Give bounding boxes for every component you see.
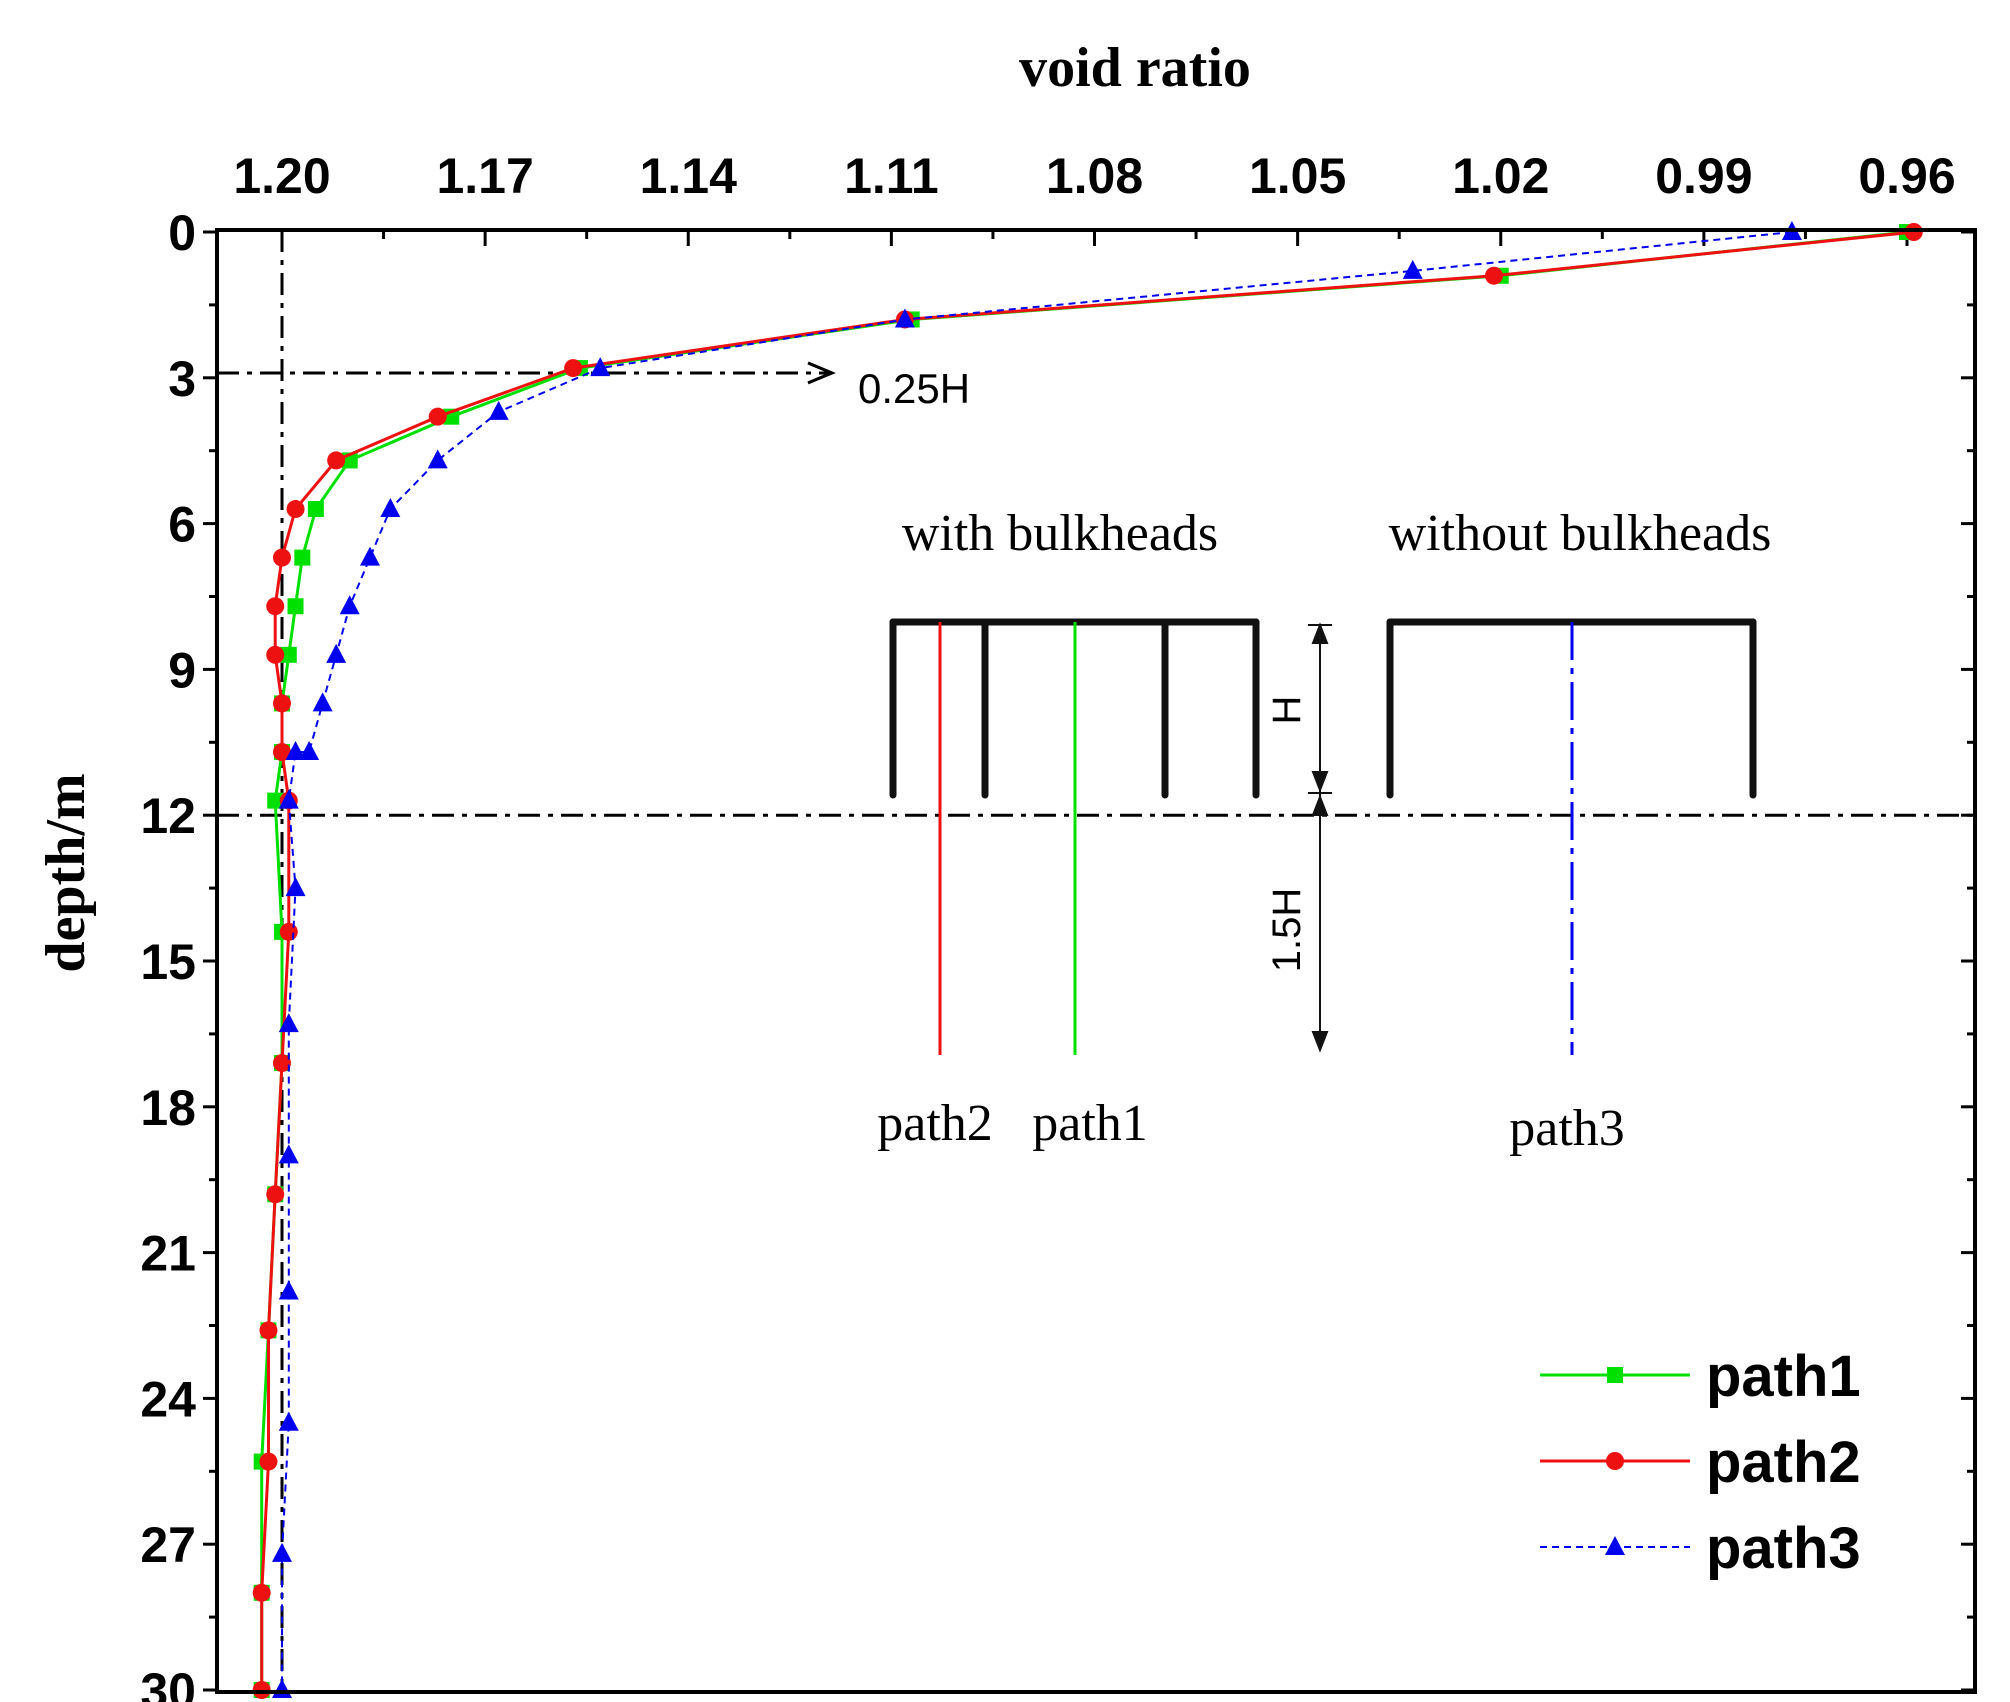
y-tick-label: 27 bbox=[140, 1517, 196, 1573]
path2-point bbox=[252, 1583, 271, 1602]
legend-label: path1 bbox=[1706, 1344, 1861, 1409]
path3-point bbox=[894, 308, 915, 328]
y-tick-label: 21 bbox=[140, 1226, 196, 1282]
path2-point bbox=[266, 1185, 285, 1204]
x-tick-label: 1.02 bbox=[1452, 148, 1549, 204]
path2-line bbox=[260, 230, 1914, 1690]
path2-series bbox=[252, 223, 1923, 1699]
y-tick-label: 15 bbox=[140, 934, 196, 990]
legend-label: path3 bbox=[1706, 1516, 1861, 1581]
path2-inset-label: path2 bbox=[877, 1095, 993, 1152]
path3-point bbox=[360, 546, 381, 566]
y-axis-title: depth/m bbox=[35, 773, 97, 972]
path3-point bbox=[380, 498, 401, 518]
path1-line bbox=[260, 230, 1908, 1690]
path3-point bbox=[278, 789, 299, 809]
quarter-h-label: 0.25H bbox=[858, 365, 970, 412]
path3-point bbox=[1402, 259, 1423, 279]
with-bulkheads-label: with bulkheads bbox=[902, 505, 1218, 562]
path1-point bbox=[280, 646, 297, 663]
x-tick-label: 1.20 bbox=[233, 148, 330, 204]
data-series bbox=[252, 221, 1923, 1699]
x-tick-label: 0.96 bbox=[1858, 148, 1955, 204]
path2-point bbox=[273, 694, 291, 713]
path2-point bbox=[327, 451, 346, 470]
y-tick-label: 6 bbox=[168, 497, 196, 553]
legend-label: path2 bbox=[1706, 1430, 1861, 1495]
x-tick-label: 0.99 bbox=[1655, 148, 1752, 204]
legend-entry-path1: path1 bbox=[1540, 1344, 1861, 1409]
path2-point bbox=[1484, 266, 1503, 285]
x-tick-label: 1.11 bbox=[844, 148, 939, 204]
y-tick-label: 18 bbox=[140, 1080, 196, 1136]
legend-marker bbox=[1606, 1452, 1624, 1470]
legend-marker bbox=[1607, 1367, 1623, 1383]
path3-point bbox=[278, 1280, 299, 1300]
path3-point bbox=[272, 1542, 292, 1562]
path3-point bbox=[326, 643, 347, 663]
path3-point bbox=[272, 1679, 292, 1698]
path3-point bbox=[590, 357, 611, 377]
path1-point bbox=[294, 549, 311, 566]
x-tick-label: 1.08 bbox=[1046, 148, 1143, 204]
axis-ticks: 1.20 1.17 1.14 1.11 1.08 1.05 1.02 0.99 0.96 0 3 6 9… bbox=[140, 148, 1975, 1702]
path3-inset-label: path3 bbox=[1509, 1100, 1625, 1157]
y-tick-label: 24 bbox=[140, 1371, 196, 1427]
path1-point bbox=[307, 501, 324, 518]
path3-point bbox=[278, 1144, 299, 1164]
path3-series bbox=[272, 221, 1802, 1698]
path2-point bbox=[279, 922, 298, 941]
path2-point bbox=[273, 1054, 291, 1073]
path1-point bbox=[267, 792, 284, 809]
path3-point bbox=[488, 400, 509, 420]
path3-line bbox=[281, 231, 1793, 1690]
path3-point bbox=[278, 1411, 299, 1431]
path2-point bbox=[259, 1321, 278, 1340]
x-axis-title: void ratio bbox=[1019, 37, 1251, 99]
legend-marker bbox=[1605, 1536, 1625, 1555]
h15-dimension-label: 1.5H bbox=[1265, 888, 1309, 973]
path2-point bbox=[266, 645, 285, 664]
path3-point bbox=[299, 741, 320, 761]
y-tick-label: 30 bbox=[140, 1663, 196, 1702]
path3-point bbox=[285, 877, 306, 897]
path1-point bbox=[287, 598, 304, 615]
path2-point bbox=[273, 548, 291, 567]
y-tick-label: 9 bbox=[168, 642, 196, 698]
path3-point bbox=[278, 1013, 299, 1033]
path3-point bbox=[339, 595, 360, 615]
x-tick-label: 1.14 bbox=[640, 148, 738, 204]
y-tick-label: 3 bbox=[168, 351, 196, 407]
plot-frame bbox=[215, 228, 1977, 1694]
h-dimension-label: H bbox=[1265, 696, 1309, 725]
y-tick-label: 0 bbox=[168, 205, 196, 261]
path2-point bbox=[266, 597, 285, 616]
x-tick-label: 1.05 bbox=[1249, 148, 1346, 204]
without-bulkheads-label: without bulkheads bbox=[1389, 505, 1772, 562]
path2-point bbox=[273, 743, 291, 762]
path1-inset-label: path1 bbox=[1032, 1095, 1148, 1152]
legend-entry-path2: path2 bbox=[1540, 1430, 1861, 1495]
path3-point bbox=[427, 449, 448, 469]
quarter-h-arrowhead bbox=[807, 361, 836, 385]
bulkhead-schematic: with bulkheads without bulkheads H bbox=[877, 505, 1771, 1157]
y-tick-label: 12 bbox=[140, 788, 196, 844]
legend-entry-path3: path3 bbox=[1540, 1516, 1861, 1581]
x-tick-label: 1.17 bbox=[436, 148, 533, 204]
path2-point bbox=[286, 500, 305, 519]
legend: path1 path2 path3 bbox=[1540, 1344, 1861, 1581]
path2-point bbox=[259, 1452, 278, 1471]
path3-point bbox=[285, 741, 306, 761]
path3-point bbox=[312, 692, 333, 712]
path2-point bbox=[564, 359, 583, 378]
path1-series bbox=[253, 224, 1915, 1698]
dimension-arrows bbox=[1308, 622, 1332, 1053]
path2-point bbox=[428, 407, 447, 426]
